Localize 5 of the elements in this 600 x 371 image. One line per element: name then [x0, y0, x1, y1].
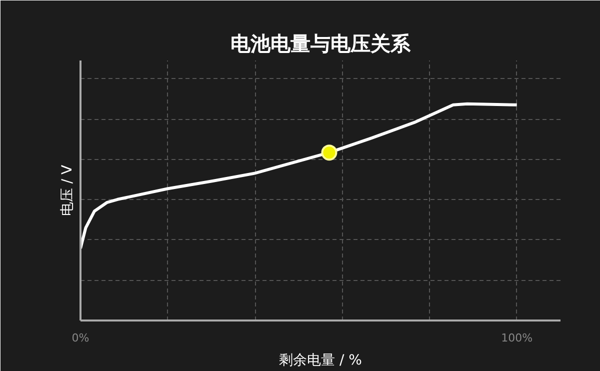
x-axis-title: 剩余电量 / %: [279, 352, 362, 368]
x-tick-label: 100%: [501, 332, 533, 344]
y-axis-title: 电压 / V: [60, 164, 76, 216]
chart-title: 电池电量与电压关系: [230, 32, 412, 56]
x-tick-label: 0%: [72, 332, 90, 344]
